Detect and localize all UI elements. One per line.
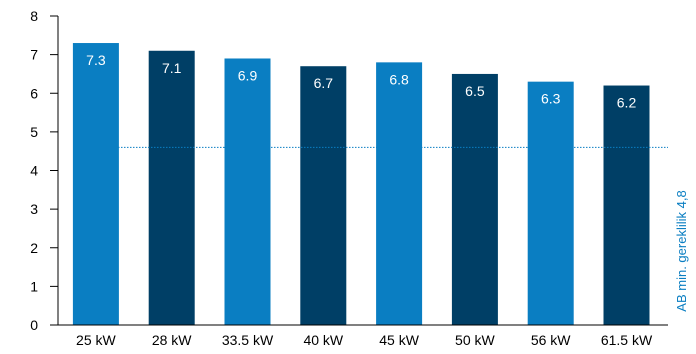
x-tick-label: 40 kW [303, 332, 343, 348]
bar-value-label: 6.8 [389, 71, 409, 87]
x-tick-label: 56 kW [531, 332, 571, 348]
y-axis: 0 1 2 3 4 5 6 7 8 [30, 8, 59, 333]
bar [376, 62, 423, 325]
bar [527, 81, 574, 325]
bar-value-label: 6.3 [541, 91, 561, 107]
y-tick-label: 6 [30, 85, 38, 101]
bar-value-label: 6.2 [617, 95, 637, 111]
bar-value-label: 6.7 [314, 75, 334, 91]
bar [451, 73, 498, 325]
bar [224, 58, 271, 326]
x-tick-label: 45 kW [379, 332, 419, 348]
bar [72, 43, 119, 325]
y-tick-label: 8 [30, 8, 38, 24]
y-tick-label: 4 [30, 163, 38, 179]
y-tick-label: 3 [30, 201, 38, 217]
bar [603, 85, 650, 326]
y-tick-label: 1 [30, 278, 38, 294]
bar-value-label: 6.5 [465, 83, 485, 99]
reference-line-group: AB min. gereklilik 4,8 [118, 146, 689, 312]
bar-value-label: 7.3 [86, 52, 106, 68]
x-axis: 25 kW 28 kW 33.5 kW 40 kW 45 kW 50 kW 56 kW 61.… [50, 324, 668, 348]
bar [148, 50, 195, 325]
bar [300, 66, 347, 326]
y-tick-label: 7 [30, 47, 38, 63]
x-tick-label: 50 kW [455, 332, 495, 348]
x-tick-label: 28 kW [152, 332, 192, 348]
bars-group: 7.3 7.1 6.9 6.7 6.8 6.5 6.3 6.2 [72, 43, 650, 326]
reference-line-label: AB min. gereklilik 4,8 [674, 190, 689, 311]
x-tick-label: 33.5 kW [222, 332, 274, 348]
x-tick-label: 61.5 kW [601, 332, 653, 348]
bar-value-label: 6.9 [238, 67, 258, 83]
y-tick-label: 5 [30, 124, 38, 140]
x-tick-label: 25 kW [76, 332, 116, 348]
y-tick-label: 0 [30, 317, 38, 333]
y-tick-label: 2 [30, 240, 38, 256]
bar-value-label: 7.1 [162, 60, 182, 76]
